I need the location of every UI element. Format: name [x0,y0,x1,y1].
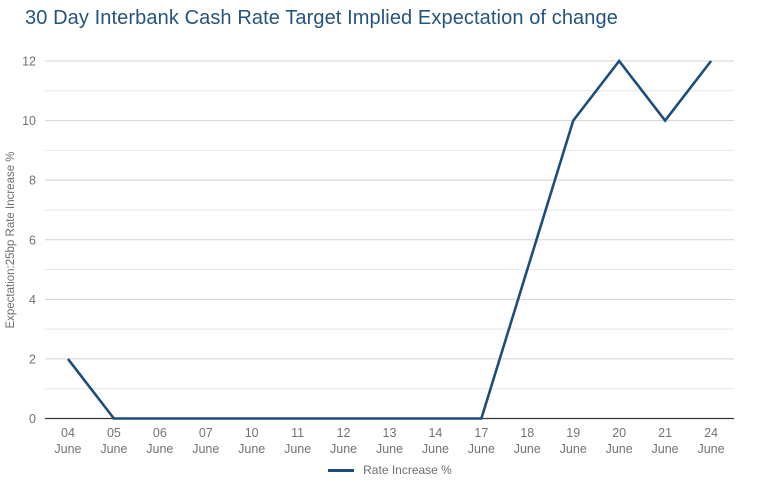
legend: Rate Increase % [45,463,735,477]
series-line [66,58,713,420]
x-tick-label: 20 June [606,426,633,456]
y-tick-label: 12 [22,55,36,69]
y-tick-label: 4 [29,293,36,307]
x-tick-label: 05 June [100,426,127,456]
y-tick-label: 0 [29,412,36,426]
x-tick-label: 24 June [697,426,724,456]
x-tick-label: 04 June [54,426,81,456]
x-tick-label: 19 June [560,426,587,456]
y-axis-title: Expectation:25bp Rate Increase % [5,151,17,328]
chart-title: 30 Day Interbank Cash Rate Target Implie… [25,7,618,29]
x-tick-label: 17 June [468,426,495,456]
plot-area: 0 2 4 6 8 10 12 04 June 05 June 06 June 07 June 10 June 1… [22,55,734,456]
x-tick-label: 12 June [330,426,357,456]
x-tick-label: 06 June [146,426,173,456]
x-tick-label: 11 June [284,426,311,456]
y-tick-label: 2 [29,352,36,366]
legend-label: Rate Increase % [363,463,452,477]
x-tick-label: 07 June [192,426,219,456]
x-tick-label: 18 June [514,426,541,456]
y-tick-label: 6 [29,233,36,247]
x-tick-label: 13 June [376,426,403,456]
x-tick-label: 14 June [422,426,449,456]
legend-line-swatch [328,468,355,472]
x-tick-label: 21 June [652,426,679,456]
y-tick-label: 10 [22,114,36,128]
y-tick-label: 8 [29,174,36,188]
x-tick-label: 10 June [238,426,265,456]
